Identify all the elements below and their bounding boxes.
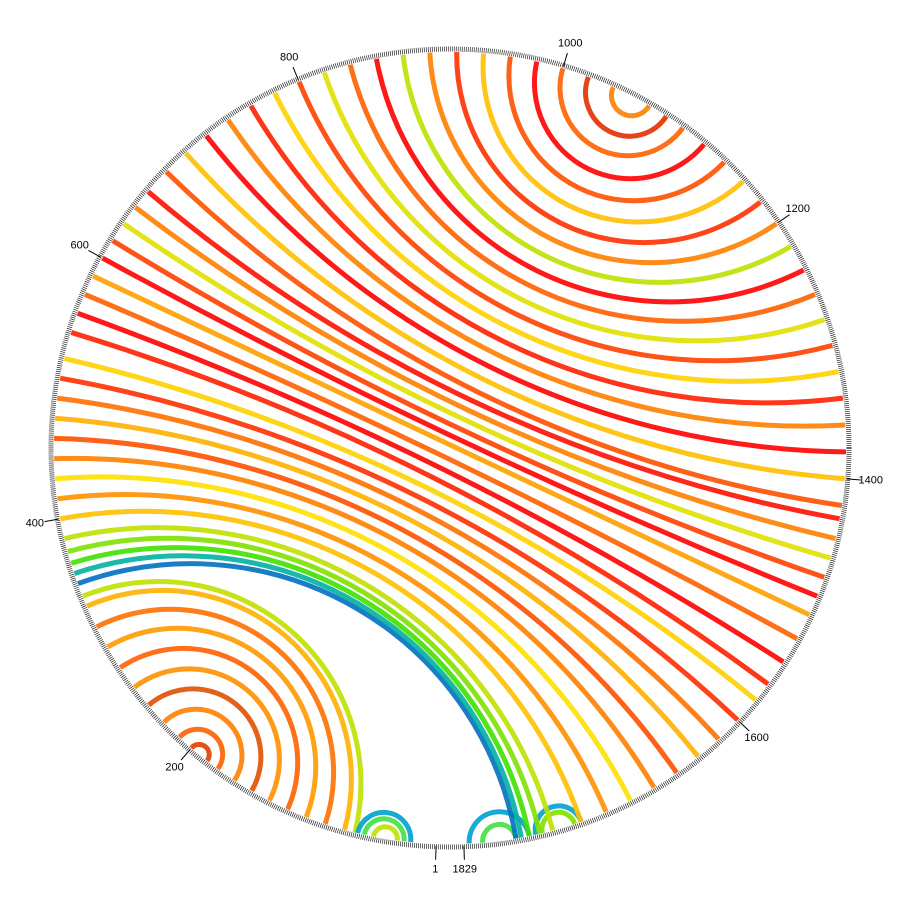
- tick-mark: [739, 721, 749, 731]
- base-pair-arc: [97, 609, 334, 824]
- tick-label: 1600: [744, 732, 768, 744]
- tick-mark: [181, 749, 190, 760]
- base-pair-arc: [483, 824, 516, 842]
- base-pair-arc: [55, 477, 630, 801]
- tick-label: 1829: [452, 864, 476, 876]
- tick-label: 1200: [786, 203, 810, 215]
- tick-label: 800: [280, 52, 298, 64]
- tick-label: 400: [26, 517, 44, 529]
- tick-label: 1400: [858, 475, 882, 487]
- tick-label: 1: [432, 864, 438, 876]
- base-pair-arc: [191, 744, 209, 760]
- tick-label: 200: [165, 762, 183, 774]
- tick-mark: [778, 215, 790, 223]
- tick-label: 600: [71, 240, 89, 252]
- base-pair-arc: [149, 689, 261, 791]
- base-pair-arc: [350, 65, 815, 321]
- tick-mark: [293, 67, 298, 80]
- tick-label: 1000: [558, 37, 582, 49]
- base-pair-arc: [179, 729, 222, 769]
